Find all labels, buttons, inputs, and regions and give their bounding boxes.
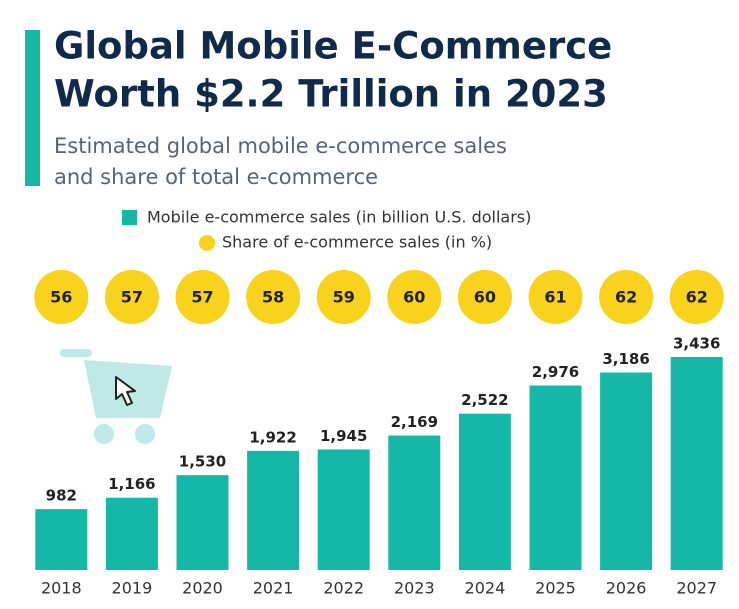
share-label: 62 [615,288,637,307]
value-label: 1,922 [249,428,296,446]
x-tick-label: 2023 [394,579,435,598]
value-label: 2,169 [391,413,438,431]
share-circle [599,270,654,324]
x-tick-label: 2027 [676,579,717,598]
share-circle [669,270,724,324]
cart-icon [60,349,172,444]
legend-swatch [122,210,137,225]
value-label: 2,976 [532,363,579,381]
share-label: 56 [50,288,72,307]
bar [388,435,441,570]
title-accent [25,30,40,186]
chart-subtitle: Estimated global mobile e-commerce sales [54,134,507,158]
share-circle [316,270,371,324]
share-circle [528,270,583,324]
share-circle [104,270,159,324]
bar [317,449,370,570]
share-label: 59 [333,288,355,307]
legend-label: Share of e-commerce sales (in %) [222,233,492,252]
value-label: 2,522 [461,391,508,409]
share-label: 57 [191,288,213,307]
x-tick-label: 2020 [182,579,223,598]
legend-label: Mobile e-commerce sales (in billion U.S.… [147,208,531,227]
x-tick-label: 2019 [112,579,153,598]
value-label: 1,166 [108,475,155,493]
share-circle [34,270,89,324]
value-label: 1,530 [179,453,226,471]
share-label: 57 [121,288,143,307]
value-label: 1,945 [320,427,367,445]
bar [670,357,723,570]
x-tick-label: 2025 [535,579,576,598]
share-circle [175,270,230,324]
chart-title: Global Mobile E-Commerce [54,25,612,68]
x-tick-label: 2024 [465,579,506,598]
bar [35,509,88,570]
bar [529,385,582,570]
bar [105,497,158,570]
value-label: 982 [46,487,77,505]
x-tick-label: 2018 [41,579,82,598]
x-tick-label: 2021 [253,579,294,598]
bar [247,450,300,570]
bar [600,372,653,570]
legend-swatch [199,235,215,251]
share-label: 61 [544,288,566,307]
share-circle [387,270,442,324]
x-tick-label: 2026 [606,579,647,598]
value-label: 3,186 [602,350,649,368]
bar [458,413,511,570]
share-label: 60 [403,288,425,307]
share-label: 62 [686,288,708,307]
share-circle [457,270,512,324]
bar [176,475,229,570]
share-circle [246,270,301,324]
share-label: 58 [262,288,284,307]
chart-subtitle: and share of total e-commerce [54,165,378,189]
chart-title: Worth $2.2 Trillion in 2023 [54,73,608,116]
x-tick-label: 2022 [323,579,364,598]
value-label: 3,436 [673,335,720,353]
share-label: 60 [474,288,496,307]
